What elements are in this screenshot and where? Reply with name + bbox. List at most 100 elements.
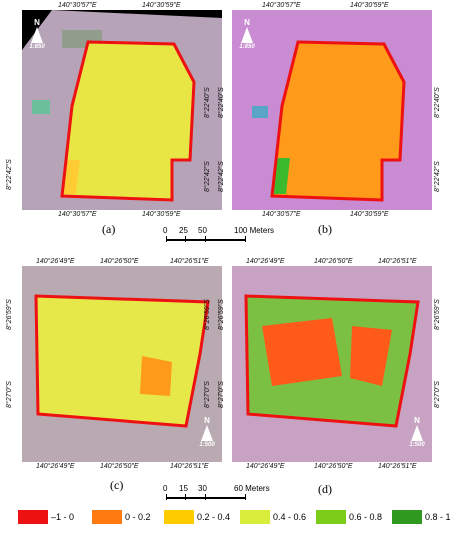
map-scale-ratio: 1:500 [199, 442, 215, 448]
coord-right-b-1: 8°22'40"S [434, 87, 441, 118]
coord-top-c-2: 140°26'50"E [100, 258, 139, 265]
field-area [272, 42, 404, 200]
scale-tick-label: 15 [179, 484, 188, 493]
field-accent [350, 326, 392, 386]
coord-bottom-a-2: 140°30'59"E [142, 211, 181, 218]
scale-tick [166, 494, 167, 500]
scale-tick [205, 236, 206, 242]
coord-left-c-2: 8°27'0"S [6, 381, 13, 408]
legend-item: 0.2 - 0.4 [164, 508, 230, 526]
coord-bottom-c-3: 140°26'51"E [170, 463, 209, 470]
legend-swatch [92, 510, 122, 524]
coord-bottom-d-2: 140°26'50"E [314, 463, 353, 470]
map-panel-c: N 1:500 [22, 266, 222, 462]
legend-swatch [316, 510, 346, 524]
coord-bottom-a-1: 140°30'57"E [58, 211, 97, 218]
ndvi-legend: –1 - 0 0 - 0.2 0.2 - 0.4 0.4 - 0.6 0.6 -… [0, 508, 460, 532]
field-boundary [244, 294, 420, 428]
legend-item: –1 - 0 [18, 508, 74, 526]
coord-right-b-2: 8°22'42"S [434, 161, 441, 192]
panel-label-c: (c) [110, 478, 124, 492]
scale-tick-label: 50 [198, 226, 207, 235]
scale-tick [245, 494, 246, 500]
scale-bar-line [166, 497, 246, 499]
coord-top-d-1: 140°26'49"E [246, 258, 285, 265]
legend-label: 0.4 - 0.6 [273, 512, 307, 522]
coord-top-c-1: 140°26'49"E [36, 258, 75, 265]
north-arrow-icon [411, 425, 423, 441]
coord-left-b-2: 8°22'42"S [218, 161, 225, 192]
north-arrow: N 1:850 [236, 18, 258, 50]
legend-label: 0.6 - 0.8 [349, 512, 383, 522]
north-label: N [204, 416, 210, 425]
panel-label-a: (a) [102, 222, 116, 236]
coord-left-b-1: 8°22'40"S [218, 87, 225, 118]
field-boundary [34, 294, 210, 428]
north-arrow-icon [201, 425, 213, 441]
legend-swatch [240, 510, 270, 524]
coord-left-d-2: 8°27'0"S [218, 381, 225, 408]
coord-right-a-1: 8°22'40"S [204, 87, 211, 118]
scale-tick [185, 494, 186, 500]
coord-top-a-1: 140°30'57"E [58, 2, 97, 9]
legend-item: 0.4 - 0.6 [240, 508, 306, 526]
map-image-c [22, 266, 222, 462]
north-label: N [34, 18, 40, 27]
legend-swatch [392, 510, 422, 524]
legend-label: –1 - 0 [51, 512, 75, 522]
coord-bottom-b-2: 140°30'59"E [350, 211, 389, 218]
scale-tick [185, 236, 186, 242]
coord-bottom-d-3: 140°26'51"E [378, 463, 417, 470]
map-image-a [22, 10, 222, 210]
pond [32, 100, 50, 114]
north-arrow: N 1:500 [406, 416, 428, 448]
coord-top-b-1: 140°30'57"E [262, 2, 301, 9]
legend-item: 0.8 - 1 [392, 508, 451, 526]
scale-tick [166, 236, 167, 242]
legend-swatch [18, 510, 48, 524]
scale-tick-label: 0 [163, 226, 168, 235]
legend-label: 0.8 - 1 [425, 512, 451, 522]
coord-left-a-1: 8°22'42"S [6, 159, 13, 190]
coord-top-a-2: 140°30'59"E [142, 2, 181, 9]
scale-bar-line [166, 239, 246, 241]
coord-bottom-b-1: 140°30'57"E [262, 211, 301, 218]
scale-bar-bottom: 0 15 30 60 Meters [160, 484, 290, 512]
coord-right-a-2: 8°22'42"S [204, 161, 211, 192]
panel-label-b: (b) [318, 222, 332, 236]
map-scale-ratio: 1:500 [409, 442, 425, 448]
map-scale-ratio: 1:850 [29, 44, 45, 50]
coord-right-d-2: 8°27'0"S [434, 381, 441, 408]
map-panel-a: N 1:850 [22, 10, 222, 210]
field-boundary [270, 40, 406, 202]
map-panel-d: N 1:500 [232, 266, 432, 462]
coord-bottom-d-1: 140°26'49"E [246, 463, 285, 470]
legend-swatch [164, 510, 194, 524]
coord-right-c-2: 8°27'0"S [204, 381, 211, 408]
field-accent [64, 160, 80, 194]
field-area [36, 296, 208, 426]
coord-right-d-1: 8°26'59"S [434, 299, 441, 330]
coord-top-d-3: 140°26'51"E [378, 258, 417, 265]
coord-bottom-c-2: 140°26'50"E [100, 463, 139, 470]
field-accent [140, 356, 172, 396]
coord-top-d-2: 140°26'50"E [314, 258, 353, 265]
pond [252, 106, 268, 118]
north-arrow-icon [241, 27, 253, 43]
legend-label: 0 - 0.2 [125, 512, 151, 522]
scale-tick [205, 494, 206, 500]
scale-tick-label: 25 [179, 226, 188, 235]
north-arrow: N 1:500 [196, 416, 218, 448]
north-label: N [414, 416, 420, 425]
coord-left-c-1: 8°26'59"S [6, 299, 13, 330]
legend-item: 0.6 - 0.8 [316, 508, 382, 526]
field-boundary [60, 40, 196, 202]
legend-item: 0 - 0.2 [92, 508, 151, 526]
field-accent-green [274, 158, 290, 194]
coord-top-b-2: 140°30'59"E [350, 2, 389, 9]
field-area [62, 42, 194, 200]
map-image-d [232, 266, 432, 462]
map-panel-b: N 1:850 [232, 10, 432, 210]
coord-bottom-c-1: 140°26'49"E [36, 463, 75, 470]
north-arrow-icon [31, 27, 43, 43]
